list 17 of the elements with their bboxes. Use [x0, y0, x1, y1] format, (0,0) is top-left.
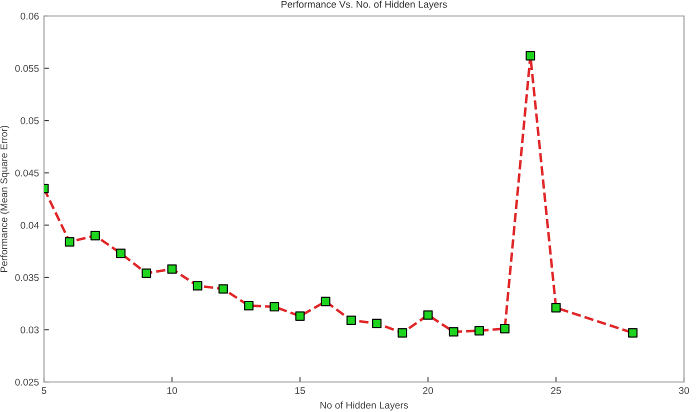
y-tick-label: 0.035 — [15, 274, 39, 282]
x-tick-label: 10 — [167, 387, 178, 394]
x-tick-label: 25 — [551, 387, 561, 394]
x-axis-title: No of Hidden Layers — [320, 401, 408, 411]
y-tick-label: 0.04 — [20, 222, 39, 229]
y-tick-label: 0.055 — [15, 65, 39, 72]
x-tick-label: 15 — [295, 387, 305, 394]
y-tick-label: 0.045 — [15, 170, 39, 176]
y-axis-title: Performance (Mean Square Error) — [0, 126, 10, 272]
chart-title: Performance Vs. No. of Hidden Layers — [282, 0, 447, 10]
y-tick-label: 0.025 — [15, 378, 39, 386]
y-tick-label: 0.05 — [20, 117, 39, 124]
y-tick-label: 0.03 — [20, 326, 39, 334]
x-tick-label: 30 — [678, 387, 690, 394]
x-tick-label: 20 — [423, 387, 434, 394]
x-tick-label: 5 — [42, 387, 46, 394]
y-tick-label: 0.06 — [20, 12, 39, 20]
